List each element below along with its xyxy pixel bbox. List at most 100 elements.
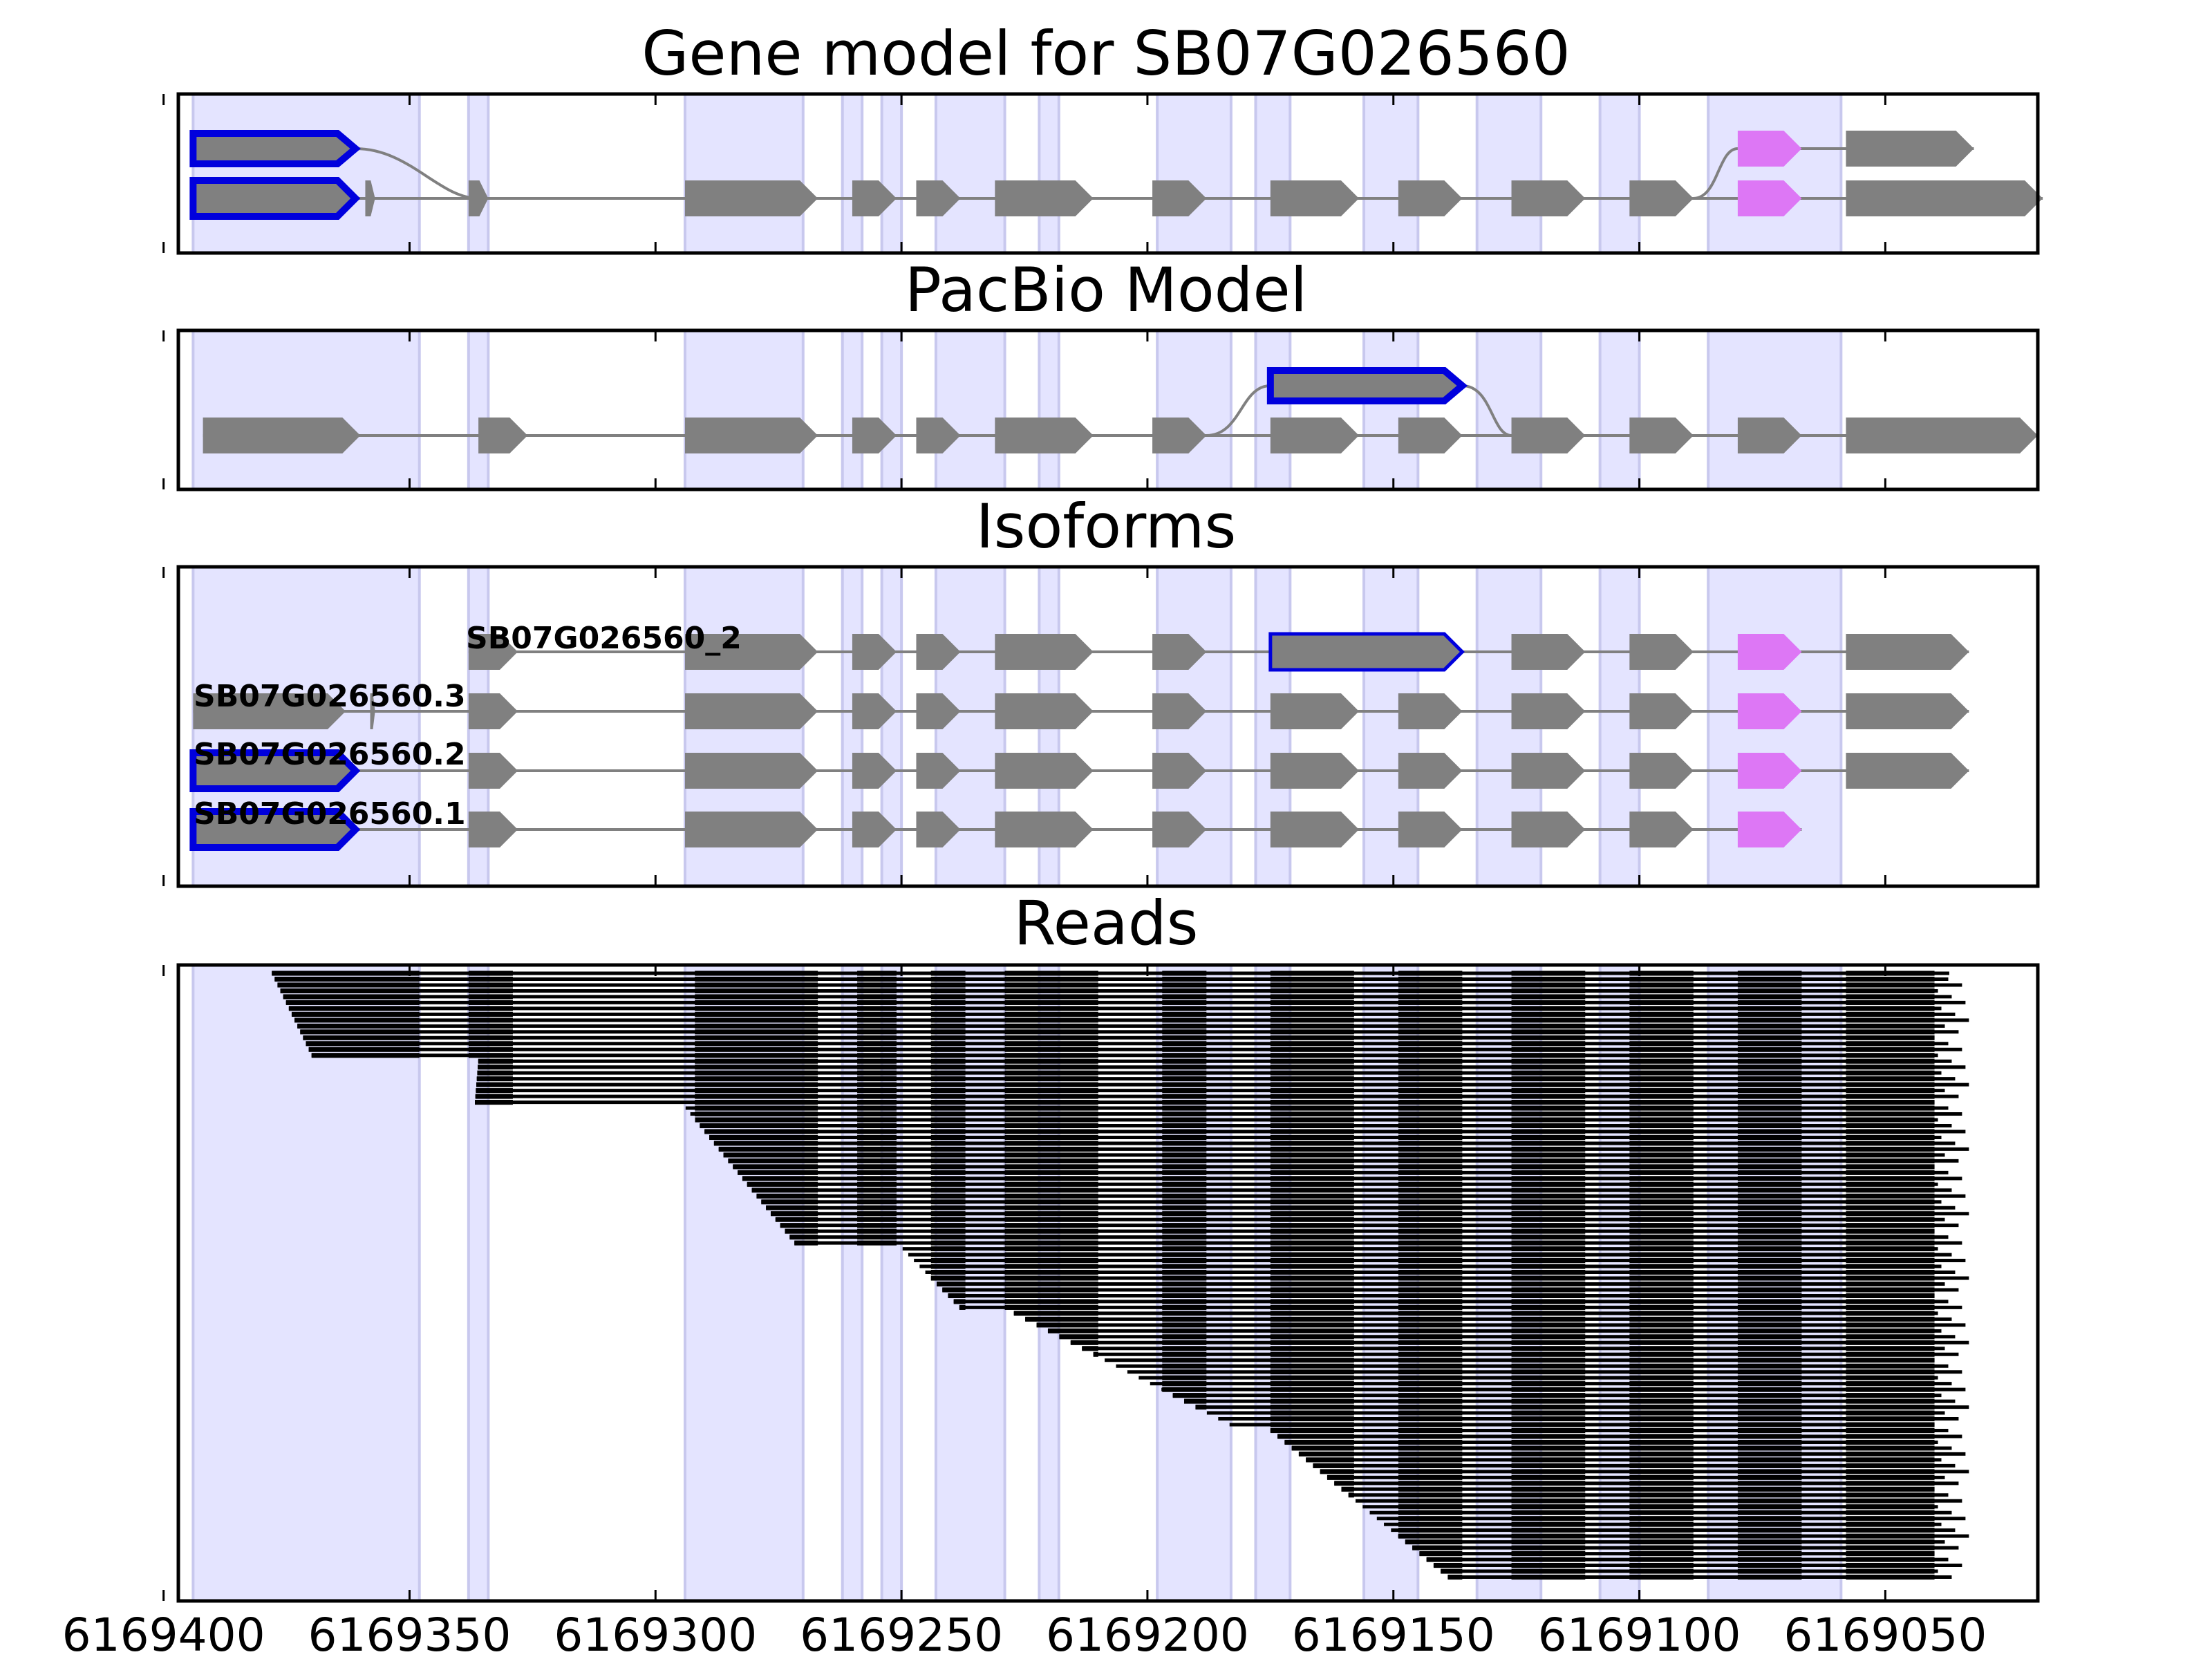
x-tick-label: 6169050 bbox=[1783, 1609, 1987, 1659]
read-block bbox=[1270, 1257, 1354, 1264]
read-block bbox=[1398, 1011, 1463, 1017]
read-block bbox=[1511, 1228, 1586, 1234]
exon bbox=[1152, 418, 1207, 453]
read-block bbox=[1270, 1369, 1354, 1375]
read-block bbox=[709, 1134, 818, 1141]
read-block bbox=[1511, 1351, 1586, 1357]
read-block bbox=[478, 1065, 513, 1070]
exon bbox=[365, 180, 375, 216]
read-block bbox=[930, 976, 966, 982]
read-block bbox=[1846, 1000, 1935, 1005]
read-block bbox=[1846, 1451, 1935, 1456]
read-block bbox=[770, 1211, 818, 1217]
read-block bbox=[857, 1070, 897, 1076]
read-block bbox=[1004, 1047, 1098, 1052]
read-block bbox=[1511, 1094, 1586, 1099]
read-block bbox=[857, 1240, 897, 1246]
read-block bbox=[1270, 1416, 1354, 1422]
read-block bbox=[1629, 1111, 1694, 1117]
read-block bbox=[857, 1076, 897, 1082]
read-block bbox=[1629, 1134, 1694, 1141]
exon bbox=[1629, 693, 1694, 729]
read-block bbox=[1511, 1058, 1586, 1064]
read-block bbox=[1846, 1334, 1935, 1340]
exon bbox=[684, 418, 818, 453]
read-block bbox=[1398, 1363, 1463, 1369]
read-block bbox=[1629, 1521, 1694, 1527]
read-block bbox=[930, 1205, 966, 1210]
read-block bbox=[1629, 1047, 1694, 1052]
read-block bbox=[1737, 1000, 1802, 1005]
read-block bbox=[1082, 1346, 1098, 1351]
read-block bbox=[1162, 1076, 1207, 1082]
read-block bbox=[1398, 1269, 1463, 1275]
read-block bbox=[1398, 1387, 1463, 1392]
read-block bbox=[930, 1000, 966, 1005]
exon bbox=[1152, 812, 1207, 847]
exon bbox=[370, 693, 375, 729]
read-block bbox=[478, 1058, 513, 1064]
read-block bbox=[1846, 1170, 1935, 1175]
read-block bbox=[1737, 1474, 1802, 1480]
read-block bbox=[756, 1193, 818, 1199]
read-block bbox=[1511, 1264, 1586, 1269]
exon bbox=[684, 693, 818, 729]
read-block bbox=[930, 1047, 966, 1052]
read-block bbox=[857, 1111, 897, 1117]
read-block bbox=[1846, 1539, 1935, 1545]
read-block bbox=[695, 1082, 818, 1087]
read-block bbox=[1162, 1141, 1207, 1146]
exon-band bbox=[880, 93, 903, 254]
exon bbox=[684, 812, 818, 847]
read-block bbox=[1398, 1533, 1463, 1539]
read-block bbox=[1398, 1170, 1463, 1175]
read-block bbox=[1270, 1199, 1354, 1205]
read-block bbox=[1398, 1065, 1463, 1070]
read-block bbox=[695, 982, 818, 988]
read-block bbox=[930, 1269, 966, 1275]
read-block bbox=[1737, 1006, 1802, 1011]
read-block bbox=[1270, 1358, 1354, 1363]
read-block bbox=[1270, 1235, 1354, 1240]
read-block bbox=[1511, 1304, 1586, 1310]
read-block bbox=[1737, 1076, 1802, 1082]
read-block bbox=[1737, 1398, 1802, 1404]
read-block bbox=[1511, 1041, 1586, 1047]
exon bbox=[1511, 418, 1586, 453]
read-block bbox=[1737, 971, 1802, 976]
read-block bbox=[1398, 1076, 1463, 1082]
read-block bbox=[1398, 1257, 1463, 1264]
read-block bbox=[1629, 1416, 1694, 1422]
read-block bbox=[1398, 1498, 1463, 1503]
read-block bbox=[1162, 1158, 1207, 1163]
read-block bbox=[1737, 994, 1802, 1000]
read-block bbox=[1629, 1340, 1694, 1345]
read-block bbox=[1398, 1299, 1463, 1304]
exon bbox=[1846, 634, 1969, 670]
read-block bbox=[695, 1070, 818, 1076]
read-block bbox=[1846, 1469, 1935, 1474]
read-block bbox=[1629, 1035, 1694, 1040]
read-block bbox=[695, 1076, 818, 1082]
read-block bbox=[1270, 1134, 1354, 1141]
read-block bbox=[1846, 1463, 1935, 1468]
read-block bbox=[1629, 1510, 1694, 1515]
read-block bbox=[1398, 1023, 1463, 1029]
read-block bbox=[1270, 1398, 1354, 1404]
read-block bbox=[1511, 971, 1586, 976]
read-block bbox=[1511, 1269, 1586, 1275]
read-block bbox=[1270, 1322, 1354, 1328]
exon bbox=[916, 418, 961, 453]
read-block bbox=[1162, 1111, 1207, 1117]
read-block bbox=[857, 976, 897, 982]
read-block bbox=[1511, 976, 1586, 982]
read-block bbox=[1629, 1469, 1694, 1474]
read-block bbox=[1846, 1398, 1935, 1404]
read-block bbox=[1846, 1481, 1935, 1486]
read-block bbox=[1070, 1340, 1098, 1345]
read-block bbox=[1846, 1521, 1935, 1527]
read-block bbox=[1398, 1346, 1463, 1351]
read-block bbox=[1162, 1047, 1207, 1052]
read-block bbox=[274, 976, 420, 982]
